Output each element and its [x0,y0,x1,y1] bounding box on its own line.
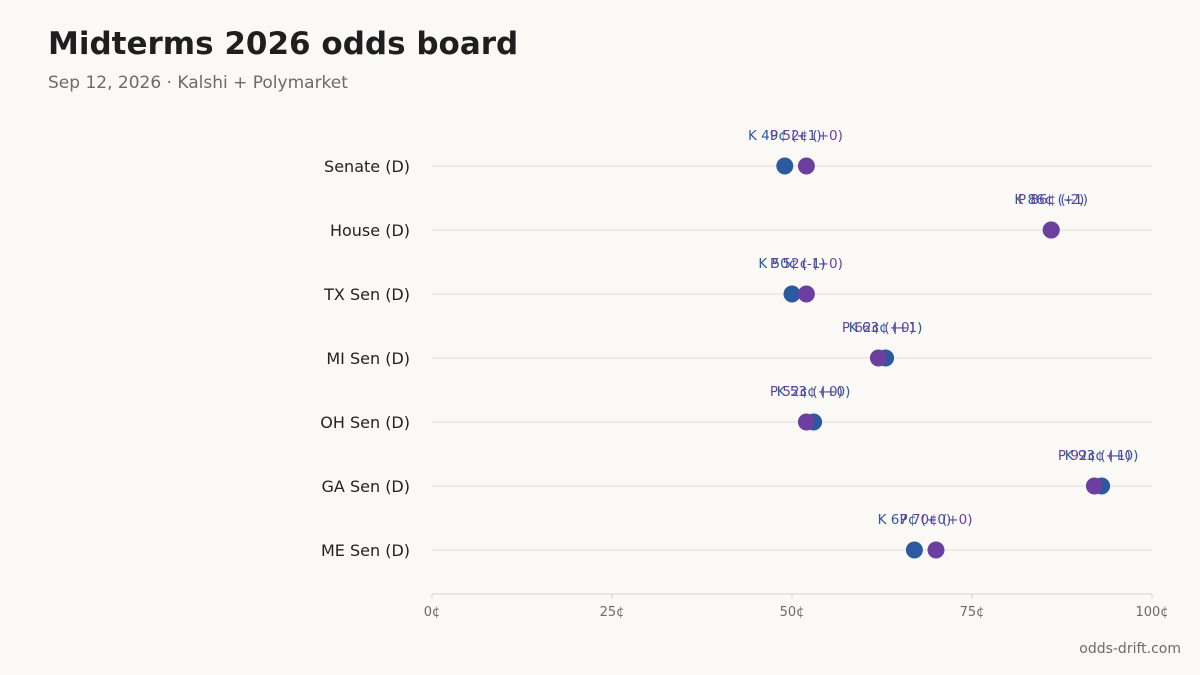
chart-subtitle: Sep 12, 2026 · Kalshi + Polymarket [48,73,348,93]
row-label: MI Sen (D) [326,349,410,368]
data-label-p: P 52¢ (+0) [770,384,843,400]
row-label: GA Sen (D) [322,477,410,496]
data-label-k: K 67¢ (+0) [878,512,952,528]
row-label: OH Sen (D) [320,413,410,432]
data-label-k: K 49¢ (+1) [748,128,822,144]
data-label-p: P 62¢ (+0) [842,320,915,336]
x-tick-label: 75¢ [960,605,985,620]
data-label-p: P 86¢ (-2) [1018,192,1085,208]
data-point-p [797,285,815,303]
x-tick-label: 100¢ [1135,605,1168,620]
source-credit: odds-drift.com [1079,641,1181,657]
x-axis: 0¢ 25¢ 50¢ 75¢ 100¢ [424,593,1169,620]
data-label-p: P 52¢ (+0) [770,256,843,272]
data-point-p [797,413,815,431]
data-points [776,157,1111,559]
chart-title: Midterms 2026 odds board [48,26,519,62]
row-label: House (D) [330,221,410,240]
grid-lines [432,165,1152,551]
data-point-k [776,157,794,175]
data-label-k: K 93¢ (+0) [1065,448,1139,464]
data-point-p [1085,477,1103,495]
data-point-k [783,285,801,303]
x-tick-label: 50¢ [780,605,805,620]
data-point-p [797,157,815,175]
row-label: ME Sen (D) [321,541,410,560]
data-labels: K 49¢ (+1) K 86¢ (+1) K 50¢ (-1) K 63¢ (+1)… [748,128,1138,528]
data-label-p: P 92¢ (+1) [1058,448,1131,464]
data-point-k [905,541,923,559]
row-label: TX Sen (D) [323,285,410,304]
row-labels: Senate (D) House (D) TX Sen (D) MI Sen (D) O… [320,157,410,560]
data-point-p [869,349,887,367]
row-label: Senate (D) [324,157,410,176]
data-label-k: K 86¢ (+1) [1014,192,1088,208]
data-point-p [1042,221,1060,239]
data-label-k: K 63¢ (+1) [849,320,923,336]
data-point-p [927,541,945,559]
x-tick-label: 25¢ [600,605,625,620]
x-tick-label: 0¢ [424,605,441,620]
data-label-k: K 50¢ (-1) [758,256,825,272]
data-label-p: P 52¢ (+0) [770,128,843,144]
data-label-k: K 53¢ (+0) [777,384,851,400]
data-label-p: P 70¢ (+0) [900,512,973,528]
